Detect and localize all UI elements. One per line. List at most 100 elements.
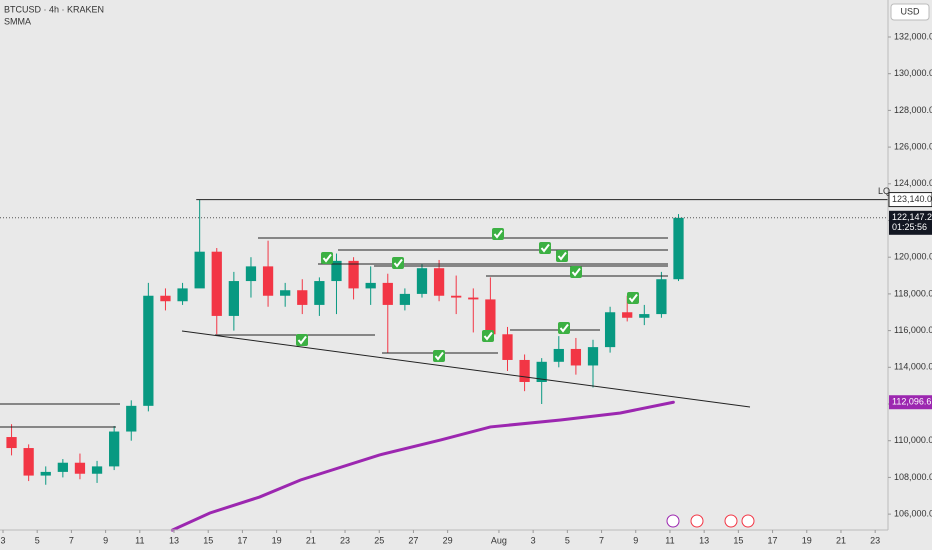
candle-body <box>451 295 462 298</box>
candle-body <box>194 251 205 289</box>
trend-line <box>181 330 751 408</box>
x-tick-label: 27 <box>408 535 418 545</box>
lq-label: LQ <box>878 186 890 196</box>
check-icon <box>557 321 571 335</box>
candle-body <box>109 431 120 467</box>
y-tick-label: 128,000.0 <box>894 105 932 115</box>
currency-box[interactable] <box>890 3 930 21</box>
event-icon[interactable] <box>666 514 680 528</box>
y-tick-label: 130,000.0 <box>894 68 932 78</box>
x-tick-label: 19 <box>802 535 812 545</box>
x-tick-label: 15 <box>733 535 743 545</box>
check-icon <box>569 265 583 279</box>
currency: USD <box>900 6 920 16</box>
candle-body <box>433 268 445 296</box>
x-tick-label: 9 <box>103 535 108 545</box>
x-tick-label: 15 <box>203 535 213 545</box>
candle-body <box>485 299 496 335</box>
candle-body <box>297 290 308 305</box>
x-tick-label: 23 <box>870 535 880 545</box>
candle-body <box>143 295 154 406</box>
candle-body <box>57 462 68 472</box>
candle-body <box>519 359 530 382</box>
candle-body <box>673 217 684 280</box>
candle-body <box>280 290 291 296</box>
candle-body <box>553 348 564 362</box>
y-tick-label: 108,000.0 <box>894 472 932 482</box>
candle-body <box>74 462 86 474</box>
candle-body <box>23 448 34 476</box>
check-icon <box>626 291 640 305</box>
check-icon <box>391 256 405 270</box>
smma-price-box <box>889 395 932 410</box>
candle-body <box>262 266 274 296</box>
x-tick-label: 11 <box>135 535 144 545</box>
candle-body <box>468 297 479 300</box>
smma-line <box>170 400 675 532</box>
x-tick-label: 3 <box>0 535 5 545</box>
y-tick-label: 118,000.0 <box>894 288 932 298</box>
check-icon <box>295 333 309 347</box>
x-tick-label: 11 <box>665 535 674 545</box>
last-price-label: 122,147.2 <box>892 212 932 222</box>
candle-body <box>502 334 513 360</box>
x-tick-label: 7 <box>69 535 74 545</box>
lq-price-label: 123,140.0 <box>892 194 932 204</box>
last-price-box <box>889 210 932 235</box>
candle-body <box>622 312 633 318</box>
y-tick-label: 132,000.0 <box>894 31 932 41</box>
x-tick-label: 13 <box>699 535 709 545</box>
x-tick-label: 13 <box>169 535 179 545</box>
chart-title: BTCUSD · 4h · KRAKEN <box>4 4 104 14</box>
candle-body <box>382 282 393 305</box>
x-tick-label: 19 <box>272 535 282 545</box>
x-tick-label: 7 <box>599 535 604 545</box>
candle-body <box>416 268 428 294</box>
candle-body <box>40 471 51 476</box>
candle-body <box>587 347 599 366</box>
x-tick-label: 17 <box>768 535 778 545</box>
event-icon[interactable] <box>724 514 738 528</box>
check-icon <box>320 251 334 265</box>
candle-body <box>656 279 667 315</box>
x-tick-label: 21 <box>836 535 846 545</box>
x-tick-label: 25 <box>374 535 384 545</box>
y-tick-label: 124,000.0 <box>894 178 932 188</box>
x-tick-label: 29 <box>443 535 453 545</box>
candle-body <box>348 260 359 289</box>
lq-price-box <box>888 192 932 208</box>
candle-body <box>228 281 239 316</box>
y-tick-label: 126,000.0 <box>894 141 932 151</box>
y-tick-label: 110,000.0 <box>894 435 932 445</box>
candle-body <box>604 312 616 348</box>
smma-price-label: 112,096.6 <box>892 397 931 407</box>
y-tick-label: 116,000.0 <box>894 325 932 335</box>
y-tick-label: 106,000.0 <box>894 508 932 518</box>
y-tick-label: 114,000.0 <box>894 362 932 372</box>
x-tick-label: 5 <box>35 535 40 545</box>
event-icon[interactable] <box>741 514 755 528</box>
candle-body <box>126 405 137 432</box>
event-icon[interactable] <box>690 514 704 528</box>
candle-body <box>570 348 582 366</box>
candle-body <box>536 361 547 382</box>
x-tick-label: 21 <box>306 535 316 545</box>
countdown: 01:25:56 <box>892 222 927 232</box>
candle-body <box>6 437 17 449</box>
candle-body <box>91 466 103 474</box>
x-tick-label: 5 <box>565 535 570 545</box>
check-icon <box>491 227 505 241</box>
candle-body <box>331 260 342 282</box>
candle-body <box>245 266 257 282</box>
x-tick-label: 17 <box>237 535 247 545</box>
candle-body <box>160 295 171 302</box>
drawings <box>0 227 755 528</box>
candle-body <box>177 288 188 302</box>
check-icon <box>432 349 446 363</box>
candle-body <box>314 281 325 305</box>
x-tick-label: 3 <box>531 535 536 545</box>
check-icon <box>538 241 552 255</box>
candle-body <box>639 314 650 318</box>
